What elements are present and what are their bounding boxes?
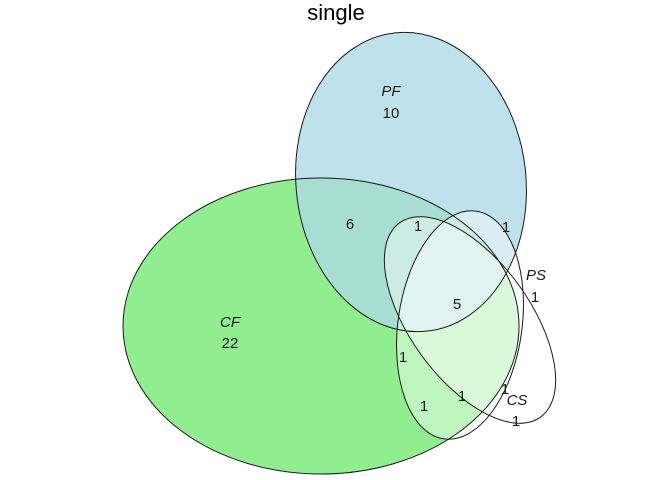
set-ps-only-count: 1 — [531, 289, 539, 306]
set-cs-label: CS — [507, 392, 528, 409]
set-pf-only-count: 10 — [383, 105, 400, 122]
region-ps-cs-count: 1 — [501, 381, 509, 398]
set-outlines — [122, 31, 557, 475]
set-cf-outline — [122, 177, 520, 475]
region-pf-ps-count: 1 — [502, 219, 510, 236]
set-cs-only-count: 1 — [512, 413, 520, 430]
set-pf-outline — [295, 31, 527, 333]
region-cf-cs-count: 1 — [420, 398, 428, 415]
set-ps-label: PS — [526, 267, 546, 284]
diagram-title: single — [307, 0, 364, 25]
region-cf-pf-ps-count: 1 — [399, 349, 407, 366]
set-pf-label: PF — [381, 83, 401, 100]
set-pf-fill — [295, 32, 527, 332]
region-cf-ps-cs-count: 1 — [458, 388, 466, 405]
set-cs-fill — [396, 210, 524, 440]
region-cf-pf-cs-count: 1 — [414, 218, 422, 235]
set-cf-label: CF — [220, 314, 241, 331]
region-all-four-count: 5 — [453, 296, 461, 313]
set-cs-outline — [396, 210, 524, 440]
set-ps-outline — [383, 216, 557, 424]
set-cf-only-count: 22 — [222, 335, 239, 352]
region-cf-pf-count: 6 — [346, 216, 354, 233]
